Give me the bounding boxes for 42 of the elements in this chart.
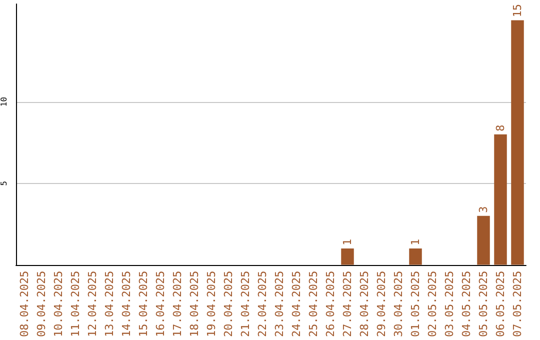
bar (341, 248, 354, 265)
x-tick-label: 20.04.2025 (222, 270, 235, 338)
x-tick-label: 18.04.2025 (188, 270, 201, 338)
bar (477, 216, 490, 265)
x-tick-label: 28.04.2025 (358, 270, 371, 338)
x-tick-label: 12.04.2025 (86, 270, 99, 338)
x-tick-label: 13.04.2025 (103, 270, 116, 338)
x-tick-label: 16.04.2025 (154, 270, 167, 338)
x-tick-label: 11.04.2025 (69, 270, 82, 338)
x-tick-label: 08.04.2025 (18, 270, 31, 338)
x-tick-label: 17.04.2025 (171, 270, 184, 338)
x-tick-label: 25.04.2025 (307, 270, 320, 338)
x-tick-label: 10.04.2025 (52, 270, 65, 338)
x-tick-label: 02.05.2025 (426, 270, 439, 338)
bar (511, 20, 524, 265)
x-tick-label: 01.05.2025 (409, 270, 422, 338)
bar (409, 248, 422, 265)
x-tick-label: 05.05.2025 (477, 270, 490, 338)
x-tick-label: 15.04.2025 (137, 270, 150, 338)
x-tick-label: 23.04.2025 (273, 270, 286, 338)
data-label: 1 (341, 238, 354, 246)
x-tick-label: 26.04.2025 (324, 270, 337, 338)
x-tick-label: 04.05.2025 (460, 270, 473, 338)
x-tick-label: 03.05.2025 (443, 270, 456, 338)
data-label: 1 (409, 238, 422, 246)
x-tick-label: 09.04.2025 (35, 270, 48, 338)
data-label: 15 (511, 4, 524, 18)
data-label: 8 (494, 124, 507, 132)
x-tick-label: 29.04.2025 (375, 270, 388, 338)
x-tick-label: 24.04.2025 (290, 270, 303, 338)
data-label: 3 (477, 206, 490, 213)
x-tick-label: 07.05.2025 (511, 270, 524, 338)
y-tick-label: 10 (0, 96, 8, 107)
x-tick-label: 19.04.2025 (205, 270, 218, 338)
x-tick-label: 21.04.2025 (239, 270, 252, 338)
x-tick-label: 27.04.2025 (341, 270, 354, 338)
x-tick-label: 14.04.2025 (120, 270, 133, 338)
x-tick-label: 06.05.2025 (494, 270, 507, 338)
y-tick-label: 5 (0, 180, 8, 186)
x-tick-label: 30.04.2025 (392, 270, 405, 338)
x-tick-label: 22.04.2025 (256, 270, 269, 338)
bar (494, 134, 507, 265)
